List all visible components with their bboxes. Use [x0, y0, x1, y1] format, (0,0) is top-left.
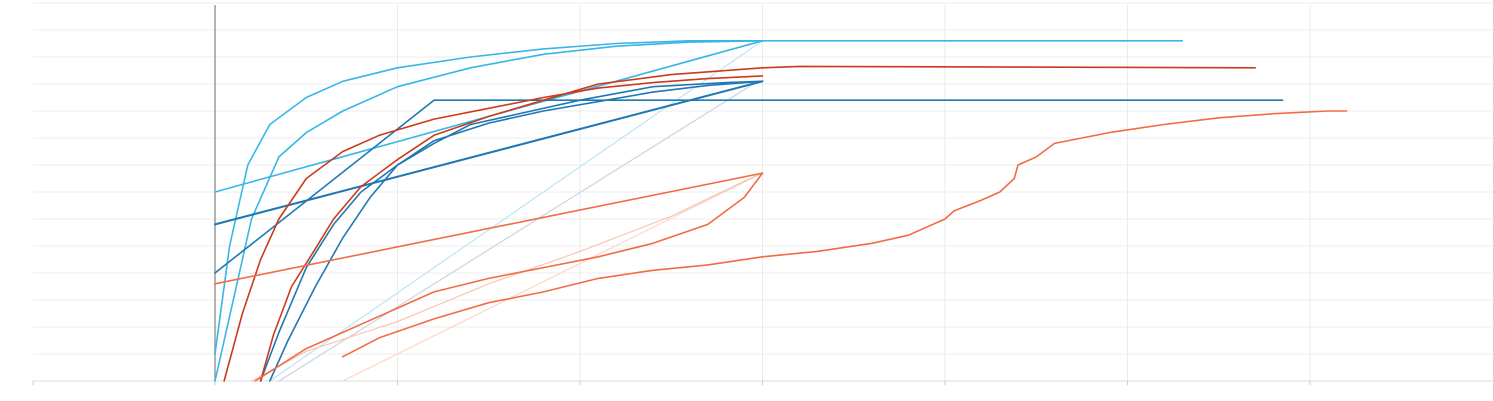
series-line-12	[214, 99, 1284, 274]
series-line-1	[269, 40, 764, 382]
series-line-14	[259, 65, 1257, 382]
series-line-11	[259, 80, 764, 382]
series-line-7	[214, 40, 764, 382]
series-line-9	[214, 80, 764, 226]
series-line-2	[278, 83, 755, 382]
series-line-15	[214, 172, 764, 285]
series-line-4	[250, 172, 764, 382]
series-line-16	[254, 172, 764, 382]
axes	[32, 5, 1493, 385]
series-line-3	[342, 172, 764, 382]
series-line-5	[214, 40, 1184, 193]
series-line-17	[342, 110, 1348, 358]
series-line-13	[223, 75, 764, 382]
series-line-10	[269, 80, 764, 382]
gridlines	[33, 2, 1493, 381]
series-group	[214, 40, 1348, 382]
series-line-6	[214, 40, 764, 355]
